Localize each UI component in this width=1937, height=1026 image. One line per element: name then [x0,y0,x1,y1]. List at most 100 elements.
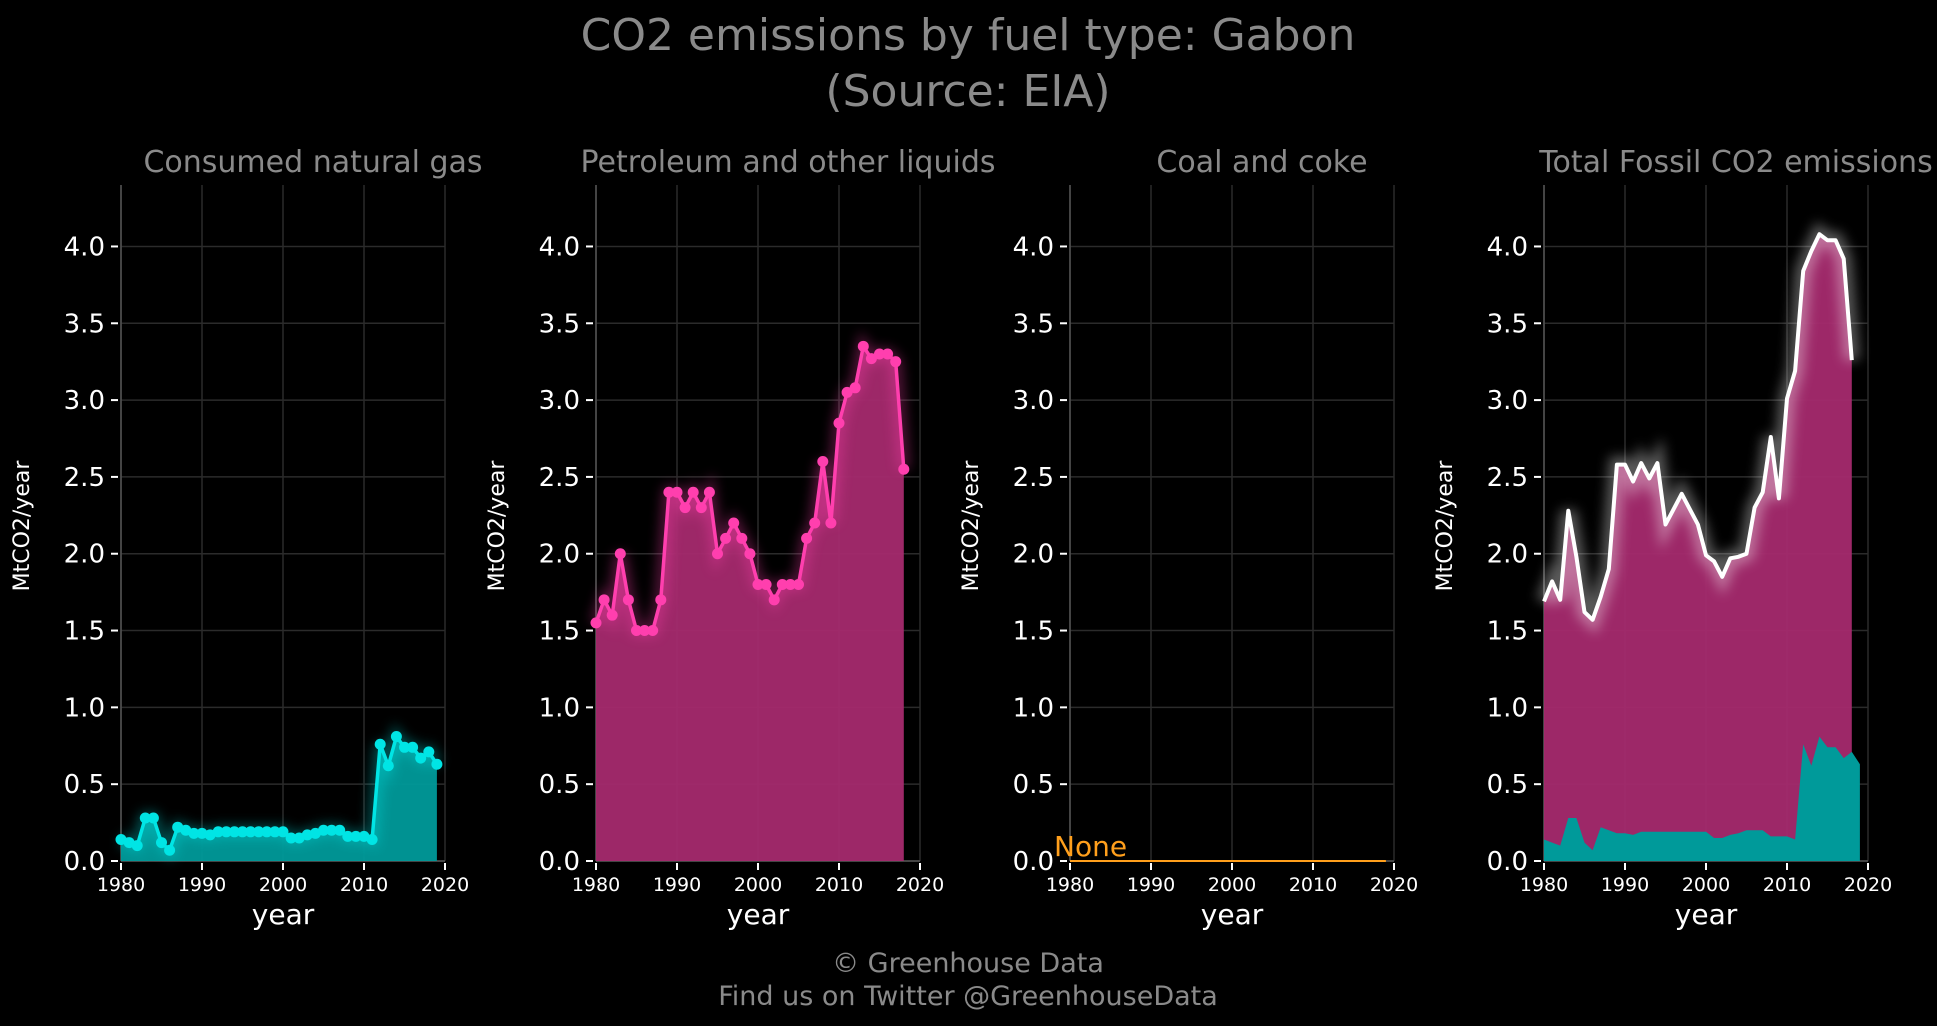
x-tick-label: 2000 [259,874,307,896]
y-tick-label: 1.0 [1013,693,1054,723]
y-tick-label: 1.0 [64,693,105,723]
data-point [825,517,837,529]
panel-2: 0.0 0.5 1.0 1.5 2.0 2.5 3.0 3.5 4.0 1980 1990 2000 2… [485,145,996,931]
data-point [857,340,869,352]
y-tick-label: 2.0 [539,540,580,570]
data-point [776,578,788,590]
x-tick-label: 2010 [815,874,863,896]
data-point [687,486,699,498]
data-point [374,738,386,750]
data-point [768,594,780,606]
data-point [784,578,796,590]
y-tick-label: 0.0 [1487,847,1528,877]
panel-title: Petroleum and other liquids [580,145,995,180]
panel-4: 0.0 0.5 1.0 1.5 2.0 2.5 3.0 3.5 4.0 1980 1990 2000 2… [1433,145,1933,931]
data-point [671,486,683,498]
data-point [390,731,402,743]
data-point [647,625,659,637]
data-point [334,824,346,836]
data-point [841,386,853,398]
y-axis-label: MtCO2/year [959,460,984,592]
data-point [703,486,715,498]
y-axis-label: MtCO2/year [1433,460,1458,592]
y-tick-label: 3.0 [1013,386,1054,416]
data-point [598,594,610,606]
data-point [399,741,410,753]
y-tick-label: 4.0 [1487,232,1528,262]
y-axis-label: MtCO2/year [485,460,510,592]
chart-title: CO2 emissions by fuel type: Gabon [581,10,1356,61]
y-tick-label: 2.5 [64,463,105,493]
data-point [890,356,902,368]
y-tick-label: 0.0 [64,847,105,877]
chart-subtitle: (Source: EIA) [825,66,1110,117]
data-point [712,548,723,560]
x-tick-label: 2020 [421,874,469,896]
data-point [744,548,756,560]
data-point [679,502,691,514]
x-tick-label: 2000 [1682,874,1730,896]
y-tick-label: 3.0 [64,386,105,416]
twitter-line: Find us on Twitter @GreenhouseData [718,981,1218,1012]
y-tick-label: 1.5 [539,617,580,647]
data-point [350,830,362,842]
y-tick-label: 3.5 [1487,309,1528,339]
data-point [622,594,634,606]
data-point [865,353,877,365]
x-tick-label: 2020 [1370,874,1418,896]
data-point [269,826,281,838]
y-tick-label: 1.0 [539,693,580,723]
data-point [212,826,224,838]
x-tick-label: 1980 [572,874,620,896]
panel-3: 0.0 0.5 1.0 1.5 2.0 2.5 3.0 3.5 4.0 1980 1990 2000 2… [959,145,1418,931]
data-point [277,826,289,838]
y-tick-label: 0.5 [539,770,580,800]
data-point [318,824,329,836]
y-tick-label: 0.5 [64,770,105,800]
data-point [220,826,232,838]
data-point [606,609,618,621]
y-tick-label: 2.5 [1487,463,1528,493]
y-tick-label: 2.0 [64,540,105,570]
data-point [874,348,885,360]
data-point [614,548,626,560]
x-axis-label: year [1675,898,1738,931]
data-point [285,832,297,844]
y-tick-label: 4.0 [64,232,105,262]
y-tick-label: 2.5 [1013,463,1054,493]
data-point [736,532,748,544]
y-tick-label: 2.0 [1013,540,1054,570]
data-point [431,758,443,770]
panel-title: Coal and coke [1156,145,1367,180]
y-tick-label: 3.0 [539,386,580,416]
data-point [809,517,821,529]
x-tick-label: 1990 [653,874,701,896]
series-area [596,346,904,861]
y-tick-label: 2.5 [539,463,580,493]
panel-1: 0.0 0.5 1.0 1.5 2.0 2.5 3.0 3.5 4.0 1980 1990 2000 2… [10,145,483,931]
data-point [752,578,764,590]
data-point [237,826,248,838]
data-point [326,824,338,836]
data-point [760,578,772,590]
y-tick-label: 3.5 [64,309,105,339]
data-point [423,746,435,758]
x-tick-label: 1980 [1520,874,1568,896]
panel-title: Total Fossil CO2 emissions [1538,145,1932,180]
none-annotation: None [1054,830,1127,863]
y-tick-label: 4.0 [539,232,580,262]
y-tick-label: 1.0 [1487,693,1528,723]
x-tick-label: 2020 [896,874,944,896]
panels: 0.0 0.5 1.0 1.5 2.0 2.5 3.0 3.5 4.0 1980 1990 2000 2… [10,145,1933,931]
x-tick-label: 2000 [1208,874,1256,896]
data-point [164,844,176,856]
y-tick-label: 1.5 [1013,617,1054,647]
data-point [898,463,910,475]
y-tick-label: 1.5 [64,617,105,647]
y-tick-label: 1.5 [1487,617,1528,647]
panel-title: Consumed natural gas [143,145,482,180]
y-tick-label: 2.0 [1487,540,1528,570]
data-point [720,532,732,544]
x-axis-label: year [727,898,790,931]
y-tick-label: 0.5 [1487,770,1528,800]
